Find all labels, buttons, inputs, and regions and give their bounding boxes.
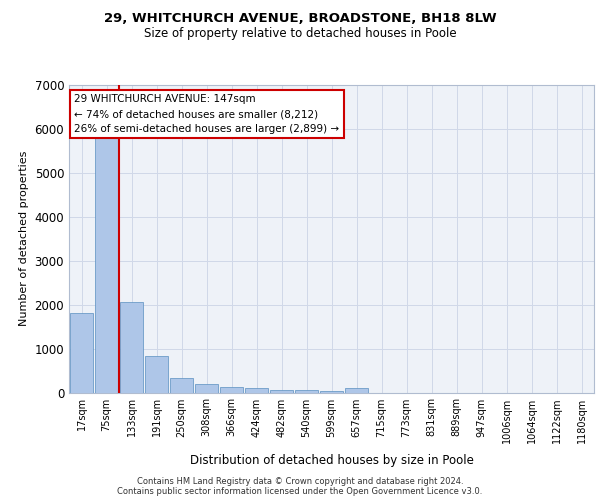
Bar xyxy=(195,384,218,392)
Text: 29 WHITCHURCH AVENUE: 147sqm
← 74% of detached houses are smaller (8,212)
26% of: 29 WHITCHURCH AVENUE: 147sqm ← 74% of de… xyxy=(74,94,340,134)
Text: Size of property relative to detached houses in Poole: Size of property relative to detached ho… xyxy=(143,28,457,40)
Bar xyxy=(345,388,368,392)
X-axis label: Distribution of detached houses by size in Poole: Distribution of detached houses by size … xyxy=(190,454,473,467)
Bar xyxy=(120,302,143,392)
Bar xyxy=(170,378,193,392)
Bar xyxy=(270,390,293,392)
Y-axis label: Number of detached properties: Number of detached properties xyxy=(19,151,29,326)
Bar xyxy=(95,138,118,392)
Bar xyxy=(145,356,168,392)
Text: 29, WHITCHURCH AVENUE, BROADSTONE, BH18 8LW: 29, WHITCHURCH AVENUE, BROADSTONE, BH18 … xyxy=(104,12,496,26)
Bar xyxy=(320,391,343,392)
Bar xyxy=(245,388,268,392)
Bar xyxy=(70,314,93,392)
Bar xyxy=(220,388,243,392)
Bar xyxy=(295,390,318,392)
Text: Contains HM Land Registry data © Crown copyright and database right 2024.
Contai: Contains HM Land Registry data © Crown c… xyxy=(118,476,482,496)
